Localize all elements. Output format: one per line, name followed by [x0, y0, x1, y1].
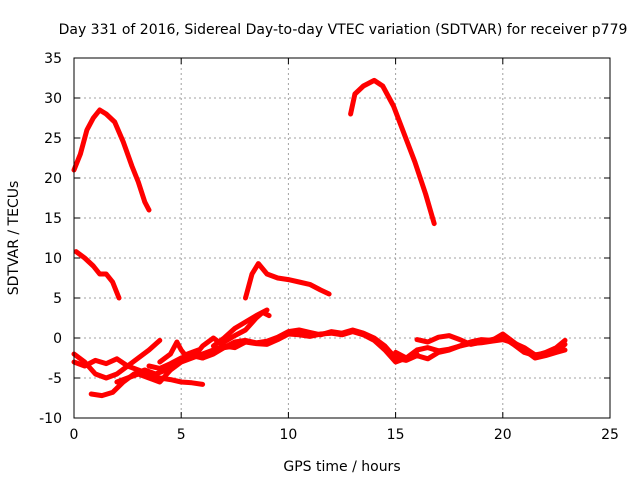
y-tick-label: 15 [44, 211, 62, 227]
x-tick-label: 0 [70, 427, 79, 443]
y-tick-label: 25 [44, 131, 62, 147]
y-tick-label: 20 [44, 171, 62, 187]
series-arc-2 [73, 249, 122, 301]
y-tick-label: -5 [48, 371, 62, 387]
x-tick-label: 5 [177, 427, 186, 443]
y-tick-label: -10 [39, 411, 62, 427]
y-tick-label: 0 [53, 331, 62, 347]
plot-frame [73, 57, 611, 419]
chart-title: Day 331 of 2016, Sidereal Day-to-day VTE… [59, 22, 628, 38]
grid [74, 58, 610, 418]
series-arc-3 [243, 261, 332, 301]
y-tick-label: 35 [44, 51, 62, 67]
x-tick-label: 15 [387, 427, 405, 443]
series-arc-15 [393, 337, 568, 361]
x-axis-title: GPS time / hours [283, 459, 400, 475]
x-tick-label: 10 [279, 427, 297, 443]
axis-ticks: 0 5 10 15 20 25 -10 -5 0 5 10 15 20 25 30 35 [39, 51, 619, 443]
data-series [71, 77, 568, 399]
x-tick-label: 25 [601, 427, 619, 443]
y-axis-title: SDTVAR / TECUs [6, 181, 22, 296]
series-arc-1 [71, 107, 152, 213]
y-tick-label: 10 [44, 251, 62, 267]
series-arc-6 [71, 337, 163, 381]
series-arc-13 [221, 309, 272, 345]
x-tick-label: 20 [494, 427, 512, 443]
y-tick-label: 5 [53, 291, 62, 307]
series-arc-8 [114, 343, 227, 385]
series-arc-4 [348, 77, 437, 227]
y-tick-label: 30 [44, 91, 62, 107]
